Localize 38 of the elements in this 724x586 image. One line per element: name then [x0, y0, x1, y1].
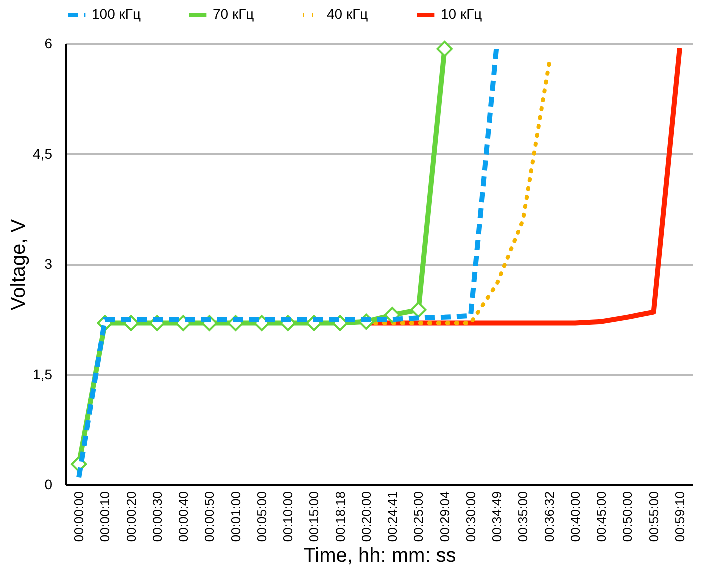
legend-label: 100 кГц	[92, 6, 141, 22]
x-tick-label: 00:01:00	[228, 492, 244, 542]
point	[410, 302, 427, 318]
x-tick-label: 00:35:00	[516, 492, 531, 542]
x-tick-label: 00:00:40	[176, 492, 192, 542]
x-tick-label: 00:00:50	[202, 492, 218, 542]
x-tick-label: 00:25:00	[411, 492, 426, 542]
x-tick-label: 00:10:00	[280, 492, 296, 542]
point	[254, 315, 270, 332]
legend-label: 40 кГц	[327, 6, 368, 22]
x-tick-label: 00:36:32	[542, 492, 557, 542]
x-tick-label: 00:00:10	[98, 492, 113, 542]
x-tick-label: 00:29:04	[437, 492, 452, 542]
x-tick-label: 00:18:18	[332, 492, 348, 542]
y-tick-label: 3	[44, 256, 53, 272]
y-tick-label: 0	[44, 476, 53, 492]
x-tick-label: 00:55:00	[646, 492, 662, 542]
x-tick-label: 00:45:00	[594, 492, 610, 542]
x-tick-label: 00:15:00	[306, 492, 322, 542]
x-tick-label: 00:24:41	[385, 492, 400, 542]
x-tick-label: 00:00:00	[72, 492, 87, 542]
x-axis-title: Time, hh: mm: ss	[304, 545, 456, 568]
x-tick-label: 00:05:00	[254, 492, 270, 542]
x-tick-label: 00:50:00	[620, 492, 636, 542]
x-tick-label: 00:00:20	[124, 492, 139, 542]
y-tick-label: 1,5	[33, 366, 53, 382]
y-axis-title: Voltage, V	[8, 218, 30, 311]
x-tick-label: 00:00:30	[150, 492, 165, 542]
x-tick-label: 00:20:00	[358, 492, 374, 542]
x-tick-label: 00:59:10	[672, 492, 688, 542]
legend-label: 10 кГц	[441, 6, 482, 22]
x-tick-label: 00:30:00	[463, 492, 478, 542]
legend-label: 70 кГц	[213, 6, 254, 22]
y-tick-label: 6	[44, 36, 53, 52]
x-tick-label: 00:34:49	[490, 492, 505, 542]
point	[436, 41, 453, 58]
x-tick-label: 00:40:00	[568, 492, 583, 542]
y-tick-label: 4,5	[33, 146, 53, 162]
